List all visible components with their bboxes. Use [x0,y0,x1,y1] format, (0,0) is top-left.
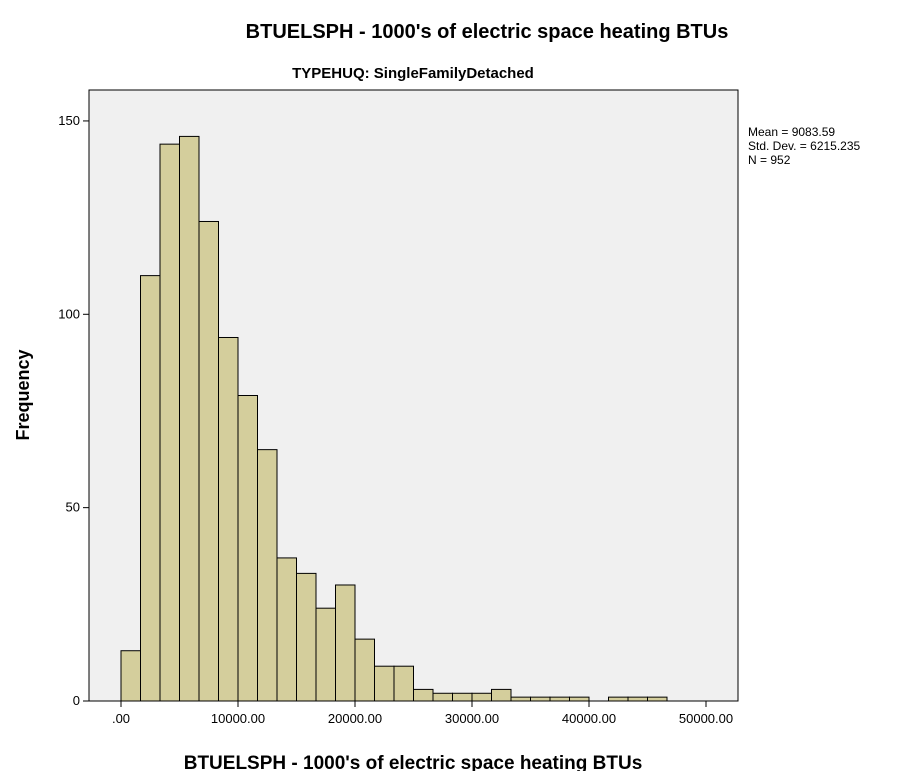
x-tick-label: 10000.00 [211,711,265,726]
bar [237,395,258,702]
bar [569,696,590,702]
y-tick-label: 50 [66,500,80,515]
bar [627,696,649,702]
y-tick-label: 100 [58,306,80,321]
x-tick-label: 40000.00 [562,711,616,726]
stat-std: Std. Dev. = 6215.235 [748,139,861,153]
bar [178,135,200,702]
bar [276,557,297,702]
x-axis-label: BTUELSPH - 1000's of electric space heat… [184,753,643,771]
x-tick-label: 50000.00 [679,711,733,726]
bar [549,696,571,702]
bar [120,650,141,702]
bar [354,638,375,702]
bar [510,696,532,702]
bar [198,220,219,702]
y-tick-label: 150 [58,113,80,128]
bar [334,584,356,702]
bar [413,688,434,702]
bar [393,665,415,702]
bar [452,692,473,702]
bar [373,665,395,702]
x-tick-label: 20000.00 [328,711,382,726]
bar [647,696,668,702]
x-tick-label: .00 [112,711,130,726]
bar [217,336,239,702]
bar [295,572,317,702]
bar [530,696,551,702]
stat-n: N = 952 [748,153,791,167]
y-axis-label: Frequency [13,349,33,440]
stat-mean: Mean = 9083.59 [748,125,835,139]
y-tick-label: 0 [73,693,80,708]
bar [471,692,493,702]
bar [432,692,454,702]
chart-title: BTUELSPH - 1000's of electric space heat… [246,21,729,43]
plot-frame [88,89,739,702]
bar [159,143,180,702]
bar [608,696,629,702]
bar [491,688,512,702]
bar [256,449,278,702]
chart-subtitle: TYPEHUQ: SingleFamilyDetached [292,65,534,82]
bar [139,275,161,702]
x-tick-label: 30000.00 [445,711,499,726]
bar [315,607,336,702]
